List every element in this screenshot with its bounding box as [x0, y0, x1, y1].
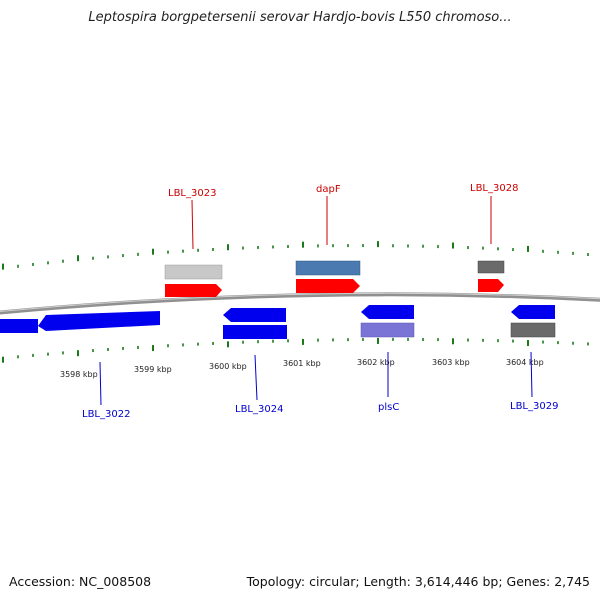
- leader-line: [530, 351, 533, 398]
- cds-left-partial-arrow[interactable]: [0, 319, 38, 333]
- gene-LBL_3024-rect[interactable]: [223, 325, 287, 339]
- accession-text: Accession: NC_008508: [9, 574, 152, 589]
- cds-LBL_3028-arrow[interactable]: [478, 279, 504, 292]
- gene-LBL_3029-rect[interactable]: [510, 322, 556, 338]
- backbone-arc: [0, 292, 600, 315]
- cds-LBL_3022-arrow[interactable]: [38, 311, 160, 331]
- reverse-labels: LBL_3022 LBL_3024 plsC LBL_3029: [82, 351, 558, 420]
- leader-line: [254, 354, 258, 401]
- cds-LBL_3023-arrow[interactable]: [165, 284, 222, 297]
- kbp-label: 3601 kbp: [283, 359, 321, 368]
- leader-line: [191, 199, 194, 250]
- kbp-label: 3598 kbp: [60, 370, 98, 379]
- reverse-features: [0, 305, 556, 339]
- leader-line: [99, 361, 102, 406]
- kbp-labels: 3598 kbp 3599 kbp 3600 kbp 3601 kbp 3602…: [60, 358, 544, 379]
- kbp-label: 3600 kbp: [209, 362, 247, 371]
- lower-tick-ring: [2, 337, 589, 363]
- topology-summary: Topology: circular; Length: 3,614,446 bp…: [246, 574, 590, 589]
- gene-label-LBL_3028[interactable]: LBL_3028: [470, 183, 518, 194]
- cds-plsC-arrow[interactable]: [361, 305, 414, 319]
- gene-label-LBL_3029[interactable]: LBL_3029: [510, 401, 558, 412]
- cds-LBL_3024-arrow[interactable]: [223, 308, 286, 322]
- gene-plsC-rect[interactable]: [360, 322, 415, 338]
- forward-labels: LBL_3023 dapF LBL_3028: [168, 183, 518, 250]
- map-title: Leptospira borgpetersenii serovar Hardjo…: [88, 10, 512, 25]
- gene-label-dapF[interactable]: dapF: [316, 184, 341, 195]
- cds-dapF-arrow[interactable]: [296, 279, 360, 293]
- gene-label-LBL_3022[interactable]: LBL_3022: [82, 409, 130, 420]
- kbp-label: 3599 kbp: [134, 365, 172, 374]
- gene-label-LBL_3023[interactable]: LBL_3023: [168, 188, 216, 199]
- cds-LBL_3029-arrow[interactable]: [511, 305, 555, 319]
- kbp-label: 3603 kbp: [432, 358, 470, 367]
- forward-features: [164, 260, 505, 297]
- gene-label-LBL_3024[interactable]: LBL_3024: [235, 404, 283, 415]
- gene-LBL_3028-gray[interactable]: [477, 260, 505, 274]
- kbp-label: 3604 kbp: [506, 358, 544, 367]
- kbp-label: 3602 kbp: [357, 358, 395, 367]
- gene-label-plsC[interactable]: plsC: [378, 402, 399, 413]
- gene-LBL_3023-gray[interactable]: [164, 264, 223, 280]
- gene-dapF-steelblue[interactable]: [295, 260, 361, 276]
- backbone-arc-highlight: [0, 292, 600, 313]
- upper-tick-ring: [2, 241, 589, 270]
